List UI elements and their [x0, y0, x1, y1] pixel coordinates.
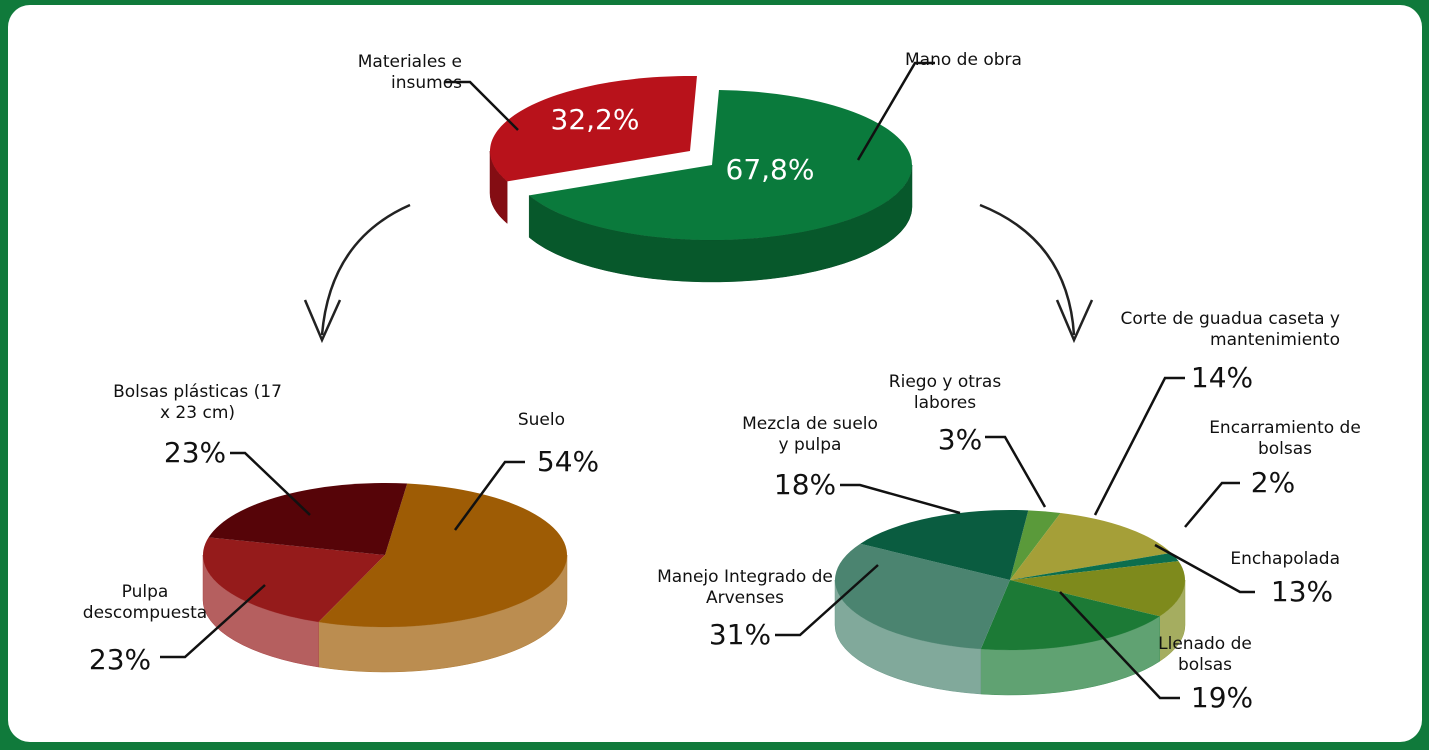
category-label: Mezcla de suelo y pulpa	[742, 414, 878, 455]
slice	[490, 76, 697, 182]
value-label: 23%	[163, 436, 227, 469]
category-label: Enchapolada	[1230, 549, 1340, 569]
value-label: 31%	[708, 618, 772, 651]
arrow	[979, 203, 1076, 336]
leader-lines	[160, 61, 1255, 700]
leader	[230, 451, 311, 516]
value-label: 67,8%	[725, 153, 815, 186]
category-label: Manejo Integrado de Arvenses	[657, 567, 833, 608]
arrow-head	[303, 299, 342, 344]
value-label: 18%	[773, 468, 837, 501]
category-label: Llenado de bolsas	[1158, 634, 1252, 675]
slice	[1010, 512, 1172, 580]
category-label: Pulpa descompuesta	[82, 582, 208, 623]
leader	[1184, 481, 1240, 528]
value-label: 2%	[1250, 466, 1296, 499]
value-label: 23%	[88, 643, 152, 676]
slice	[529, 90, 912, 240]
arrow	[320, 203, 411, 336]
value-label: 54%	[536, 445, 600, 478]
value-label: 14%	[1190, 361, 1254, 394]
value-label: 19%	[1190, 681, 1254, 714]
slice	[835, 543, 1010, 650]
leader	[445, 80, 519, 131]
slice	[1010, 552, 1179, 580]
leader	[840, 483, 961, 515]
category-label: Mano de obra	[905, 50, 1022, 70]
leader	[1093, 376, 1185, 516]
slice	[318, 483, 568, 627]
arrows	[303, 203, 1094, 344]
leader	[160, 584, 266, 659]
leader	[1059, 591, 1180, 700]
value-label: 13%	[1270, 575, 1334, 608]
value-label: 3%	[937, 423, 983, 456]
leader	[1154, 543, 1255, 594]
category-label: Materiales e insumos	[357, 52, 462, 93]
slice	[980, 580, 1160, 650]
category-label: Suelo	[517, 410, 565, 430]
leader	[453, 460, 525, 531]
category-label: Bolsas plásticas (17 x 23 cm)	[113, 382, 282, 423]
leader	[985, 435, 1047, 508]
category-label: Riego y otras labores	[888, 372, 1002, 413]
value-label: 32,2%	[550, 103, 640, 136]
slice	[208, 483, 408, 555]
slice	[1010, 561, 1186, 617]
slice	[860, 510, 1029, 580]
arrow-head	[1055, 299, 1094, 344]
category-label: Encarramiento de bolsas	[1209, 418, 1361, 459]
category-label: Corte de guadua caseta y mantenimiento	[1120, 309, 1340, 350]
leader	[775, 564, 879, 637]
slice	[1010, 510, 1061, 580]
leader	[856, 61, 935, 161]
